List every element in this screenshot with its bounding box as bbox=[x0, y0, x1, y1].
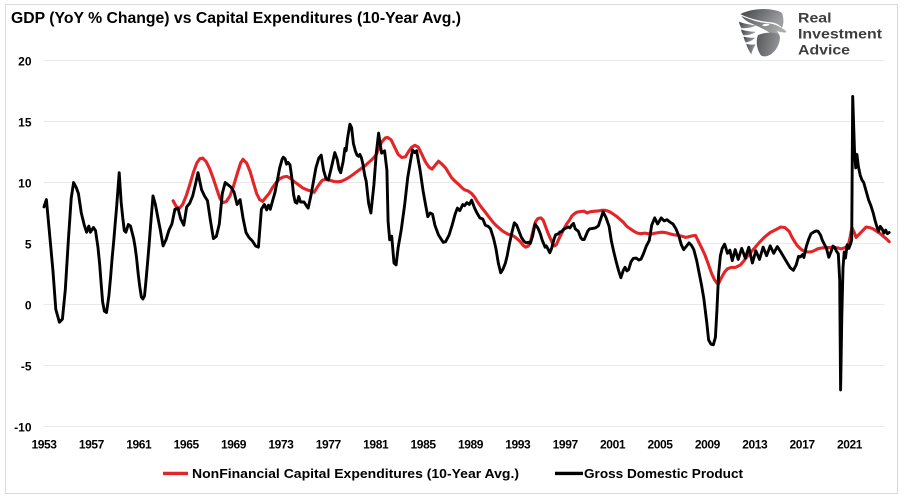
svg-text:2001: 2001 bbox=[600, 438, 626, 452]
svg-text:1977: 1977 bbox=[316, 438, 342, 452]
svg-text:2009: 2009 bbox=[695, 438, 721, 452]
svg-text:1969: 1969 bbox=[221, 438, 247, 452]
svg-text:1989: 1989 bbox=[458, 438, 484, 452]
svg-text:1957: 1957 bbox=[79, 438, 105, 452]
svg-text:NonFinancial Capital Expenditu: NonFinancial Capital Expenditures (10-Ye… bbox=[192, 466, 519, 481]
svg-text:1985: 1985 bbox=[411, 438, 437, 452]
svg-text:Gross Domestic Product: Gross Domestic Product bbox=[584, 466, 744, 481]
svg-text:2013: 2013 bbox=[742, 438, 768, 452]
svg-text:2021: 2021 bbox=[837, 438, 863, 452]
svg-text:-10: -10 bbox=[14, 420, 32, 434]
svg-text:Advice: Advice bbox=[798, 43, 851, 58]
svg-text:Real: Real bbox=[798, 11, 832, 26]
svg-text:1997: 1997 bbox=[553, 438, 579, 452]
svg-text:15: 15 bbox=[18, 115, 32, 129]
svg-text:Investment: Investment bbox=[798, 26, 883, 41]
svg-text:-5: -5 bbox=[21, 359, 32, 373]
svg-text:10: 10 bbox=[18, 176, 32, 190]
svg-text:20: 20 bbox=[18, 54, 32, 68]
svg-text:1993: 1993 bbox=[505, 438, 531, 452]
svg-text:2017: 2017 bbox=[790, 438, 816, 452]
svg-text:1981: 1981 bbox=[363, 438, 389, 452]
svg-text:1973: 1973 bbox=[268, 438, 294, 452]
svg-text:1965: 1965 bbox=[174, 438, 200, 452]
svg-text:1961: 1961 bbox=[126, 438, 152, 452]
svg-text:GDP (YoY % Change) vs Capital: GDP (YoY % Change) vs Capital Expenditur… bbox=[11, 10, 461, 27]
svg-text:2005: 2005 bbox=[647, 438, 673, 452]
svg-text:1953: 1953 bbox=[31, 438, 57, 452]
svg-text:5: 5 bbox=[25, 237, 32, 251]
svg-text:0: 0 bbox=[25, 298, 32, 312]
